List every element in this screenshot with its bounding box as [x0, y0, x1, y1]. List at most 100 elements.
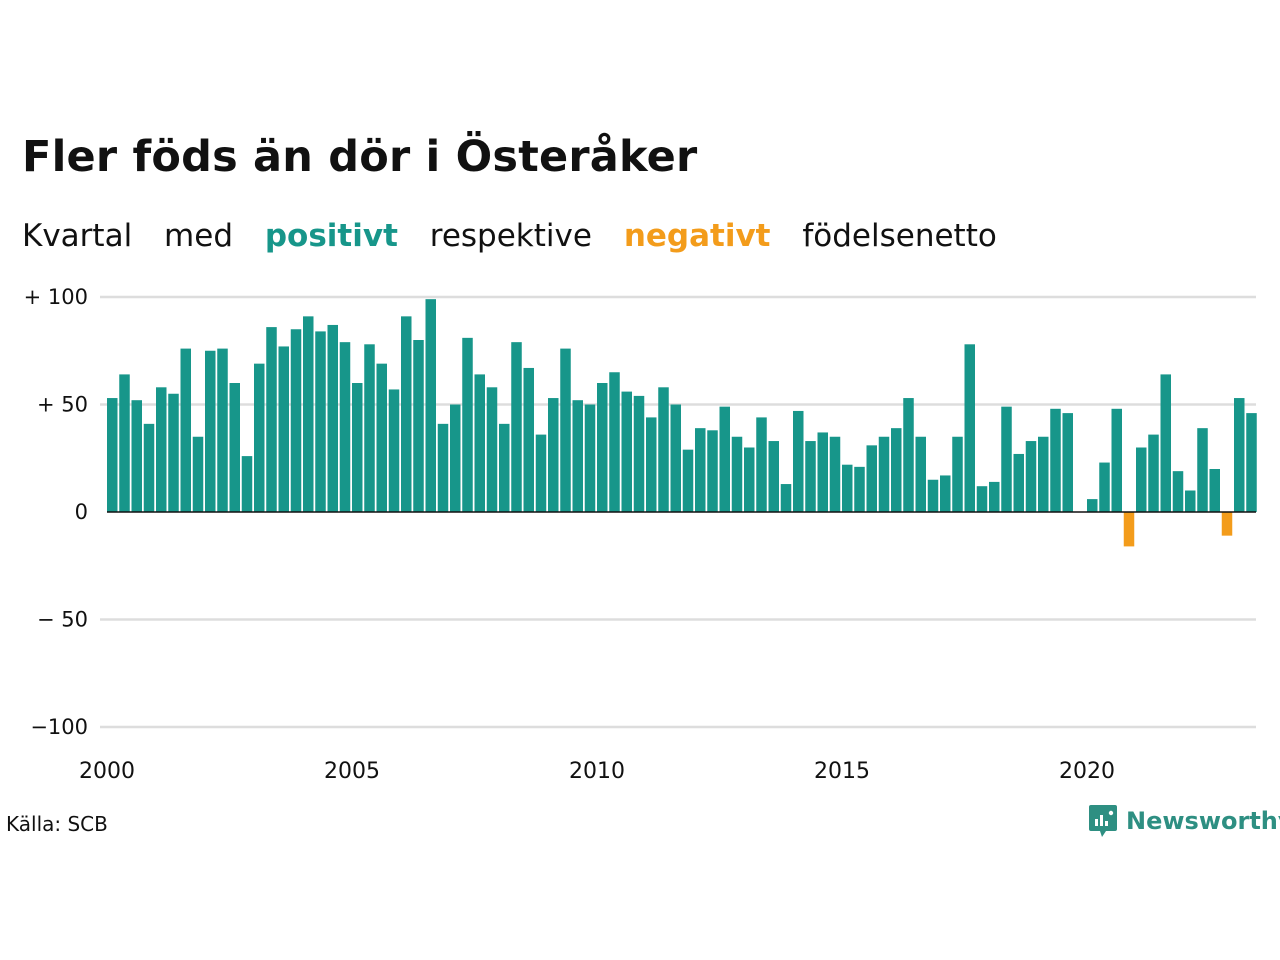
- subtitle-word-3: respektive: [429, 218, 592, 254]
- bar-positive: [1099, 462, 1110, 512]
- bar-positive: [462, 337, 473, 512]
- bar-positive: [1062, 413, 1073, 512]
- y-axis-ticks: + 100 + 50 0 − 50 −100: [24, 285, 88, 739]
- bar-positive: [1136, 447, 1147, 512]
- bar-positive: [780, 484, 792, 512]
- bar-positive: [878, 436, 890, 512]
- bar-positive: [192, 436, 204, 512]
- bar-positive: [842, 464, 853, 512]
- y-tick-label: 0: [75, 500, 88, 524]
- bar-positive: [474, 374, 485, 512]
- bar-positive: [731, 436, 743, 512]
- bar-positive: [143, 423, 155, 512]
- bar-positive: [437, 423, 449, 512]
- brand-name: Newsworthy: [1126, 807, 1280, 835]
- bar-positive: [254, 363, 265, 512]
- bar-positive: [927, 479, 939, 512]
- x-tick-label: 2020: [1059, 759, 1115, 784]
- chart-title: Fler föds än dör i Österåker: [22, 132, 698, 182]
- bar-positive: [1025, 441, 1037, 512]
- newsworthy-logo-icon: [1089, 805, 1117, 837]
- bar-positive: [205, 350, 216, 512]
- x-axis-ticks: 2000 2005 2010 2015 2020: [79, 759, 1115, 784]
- bar-positive: [217, 348, 228, 512]
- bar-positive: [535, 434, 547, 512]
- bar-positive: [609, 372, 620, 512]
- bar-negative: [1123, 512, 1135, 547]
- bar-positive: [952, 436, 963, 512]
- bar-positive: [241, 456, 253, 512]
- bar-positive: [707, 430, 718, 512]
- bar-positive: [829, 436, 841, 512]
- bar-positive: [119, 374, 130, 512]
- bar-positive: [695, 428, 706, 512]
- x-tick-label: 2000: [79, 759, 135, 784]
- bar-positive: [278, 346, 289, 512]
- bar-positive: [107, 398, 118, 512]
- bars: [107, 299, 1257, 547]
- x-tick-label: 2010: [569, 759, 625, 784]
- bar-positive: [364, 344, 375, 512]
- bar-positive: [1001, 406, 1012, 512]
- bar-positive: [817, 432, 828, 512]
- bar-positive: [793, 410, 804, 512]
- bar-positive: [1038, 436, 1049, 512]
- bar-positive: [523, 367, 534, 512]
- bar-positive: [499, 423, 510, 512]
- bar-positive: [266, 327, 277, 512]
- bar-positive: [719, 406, 730, 512]
- bar-positive: [388, 389, 400, 512]
- bar-positive: [1013, 453, 1024, 512]
- bar-positive: [290, 329, 302, 512]
- y-tick-label: + 50: [37, 393, 88, 417]
- y-tick-label: + 100: [24, 285, 88, 309]
- bar-negative: [1221, 512, 1233, 536]
- bar-positive: [964, 344, 975, 512]
- brand-logo[interactable]: Newsworthy: [1088, 803, 1280, 839]
- bar-positive: [450, 404, 461, 512]
- bar-positive: [805, 441, 816, 512]
- bar-positive: [1197, 428, 1208, 512]
- bar-positive: [572, 400, 583, 512]
- bar-positive: [658, 387, 669, 512]
- bar-positive: [352, 383, 363, 512]
- bar-positive: [621, 391, 632, 512]
- bar-positive: [866, 445, 877, 512]
- bar-positive: [768, 441, 779, 512]
- bar-positive: [633, 395, 645, 512]
- bar-positive: [646, 417, 657, 512]
- bar-positive: [903, 398, 914, 512]
- bar-positive: [940, 475, 951, 512]
- bar-positive: [891, 428, 902, 512]
- x-tick-label: 2015: [814, 759, 870, 784]
- x-tick-label: 2005: [324, 759, 380, 784]
- chart-subtitle: Kvartal med positivt respektive negativt…: [22, 218, 1019, 254]
- bar-positive: [744, 447, 755, 512]
- bar-positive: [1160, 374, 1171, 512]
- bar-positive: [1234, 398, 1245, 512]
- bar-positive: [315, 331, 326, 512]
- bar-positive: [401, 316, 412, 512]
- bar-positive: [376, 363, 387, 512]
- bar-positive: [670, 404, 681, 512]
- bar-positive: [156, 387, 167, 512]
- source-note: Källa: SCB: [6, 812, 108, 836]
- bar-positive: [303, 316, 314, 512]
- bar-positive: [131, 400, 142, 512]
- subtitle-positive-label: positivt: [264, 218, 398, 254]
- bar-positive: [976, 486, 988, 512]
- bar-chart: + 100 + 50 0 − 50 −100 2000 2005 2010 2015 2020: [24, 285, 1257, 784]
- bar-positive: [511, 342, 522, 512]
- bar-positive: [339, 342, 351, 512]
- bar-positive: [597, 383, 608, 512]
- bar-positive: [425, 299, 436, 512]
- bar-positive: [180, 348, 191, 512]
- bar-positive: [584, 404, 596, 512]
- bar-positive: [1185, 490, 1196, 512]
- bar-positive: [229, 383, 240, 512]
- bar-positive: [756, 417, 767, 512]
- subtitle-word-1: Kvartal: [22, 218, 133, 254]
- bar-positive: [1148, 434, 1159, 512]
- bar-positive: [1087, 499, 1098, 512]
- bar-positive: [486, 387, 498, 512]
